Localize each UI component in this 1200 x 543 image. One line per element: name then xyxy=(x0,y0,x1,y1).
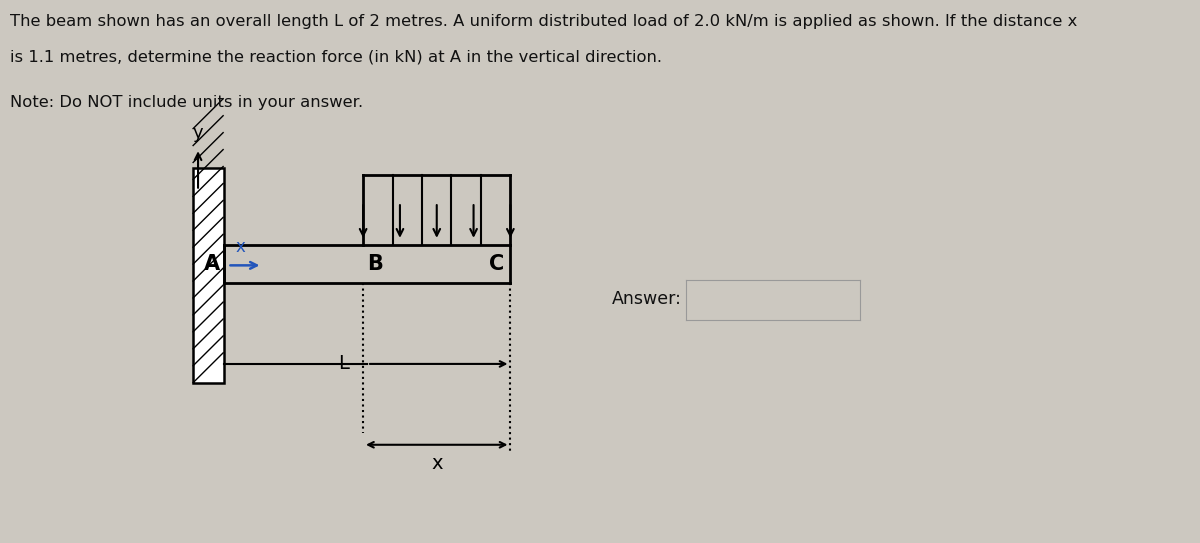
Bar xyxy=(193,168,223,383)
Text: A: A xyxy=(204,254,220,274)
Text: Note: Do NOT include units in your answer.: Note: Do NOT include units in your answe… xyxy=(10,95,362,110)
Text: is 1.1 metres, determine the reaction force (in kN) at A in the vertical directi: is 1.1 metres, determine the reaction fo… xyxy=(10,50,661,65)
Text: B: B xyxy=(367,254,383,274)
Text: C: C xyxy=(488,254,504,274)
Text: x: x xyxy=(431,454,443,473)
Text: y: y xyxy=(193,124,203,142)
Text: x: x xyxy=(235,238,245,256)
Text: The beam shown has an overall length L of 2 metres. A uniform distributed load o: The beam shown has an overall length L o… xyxy=(10,14,1076,29)
Text: Answer:: Answer: xyxy=(612,289,682,308)
Text: L: L xyxy=(338,355,349,374)
